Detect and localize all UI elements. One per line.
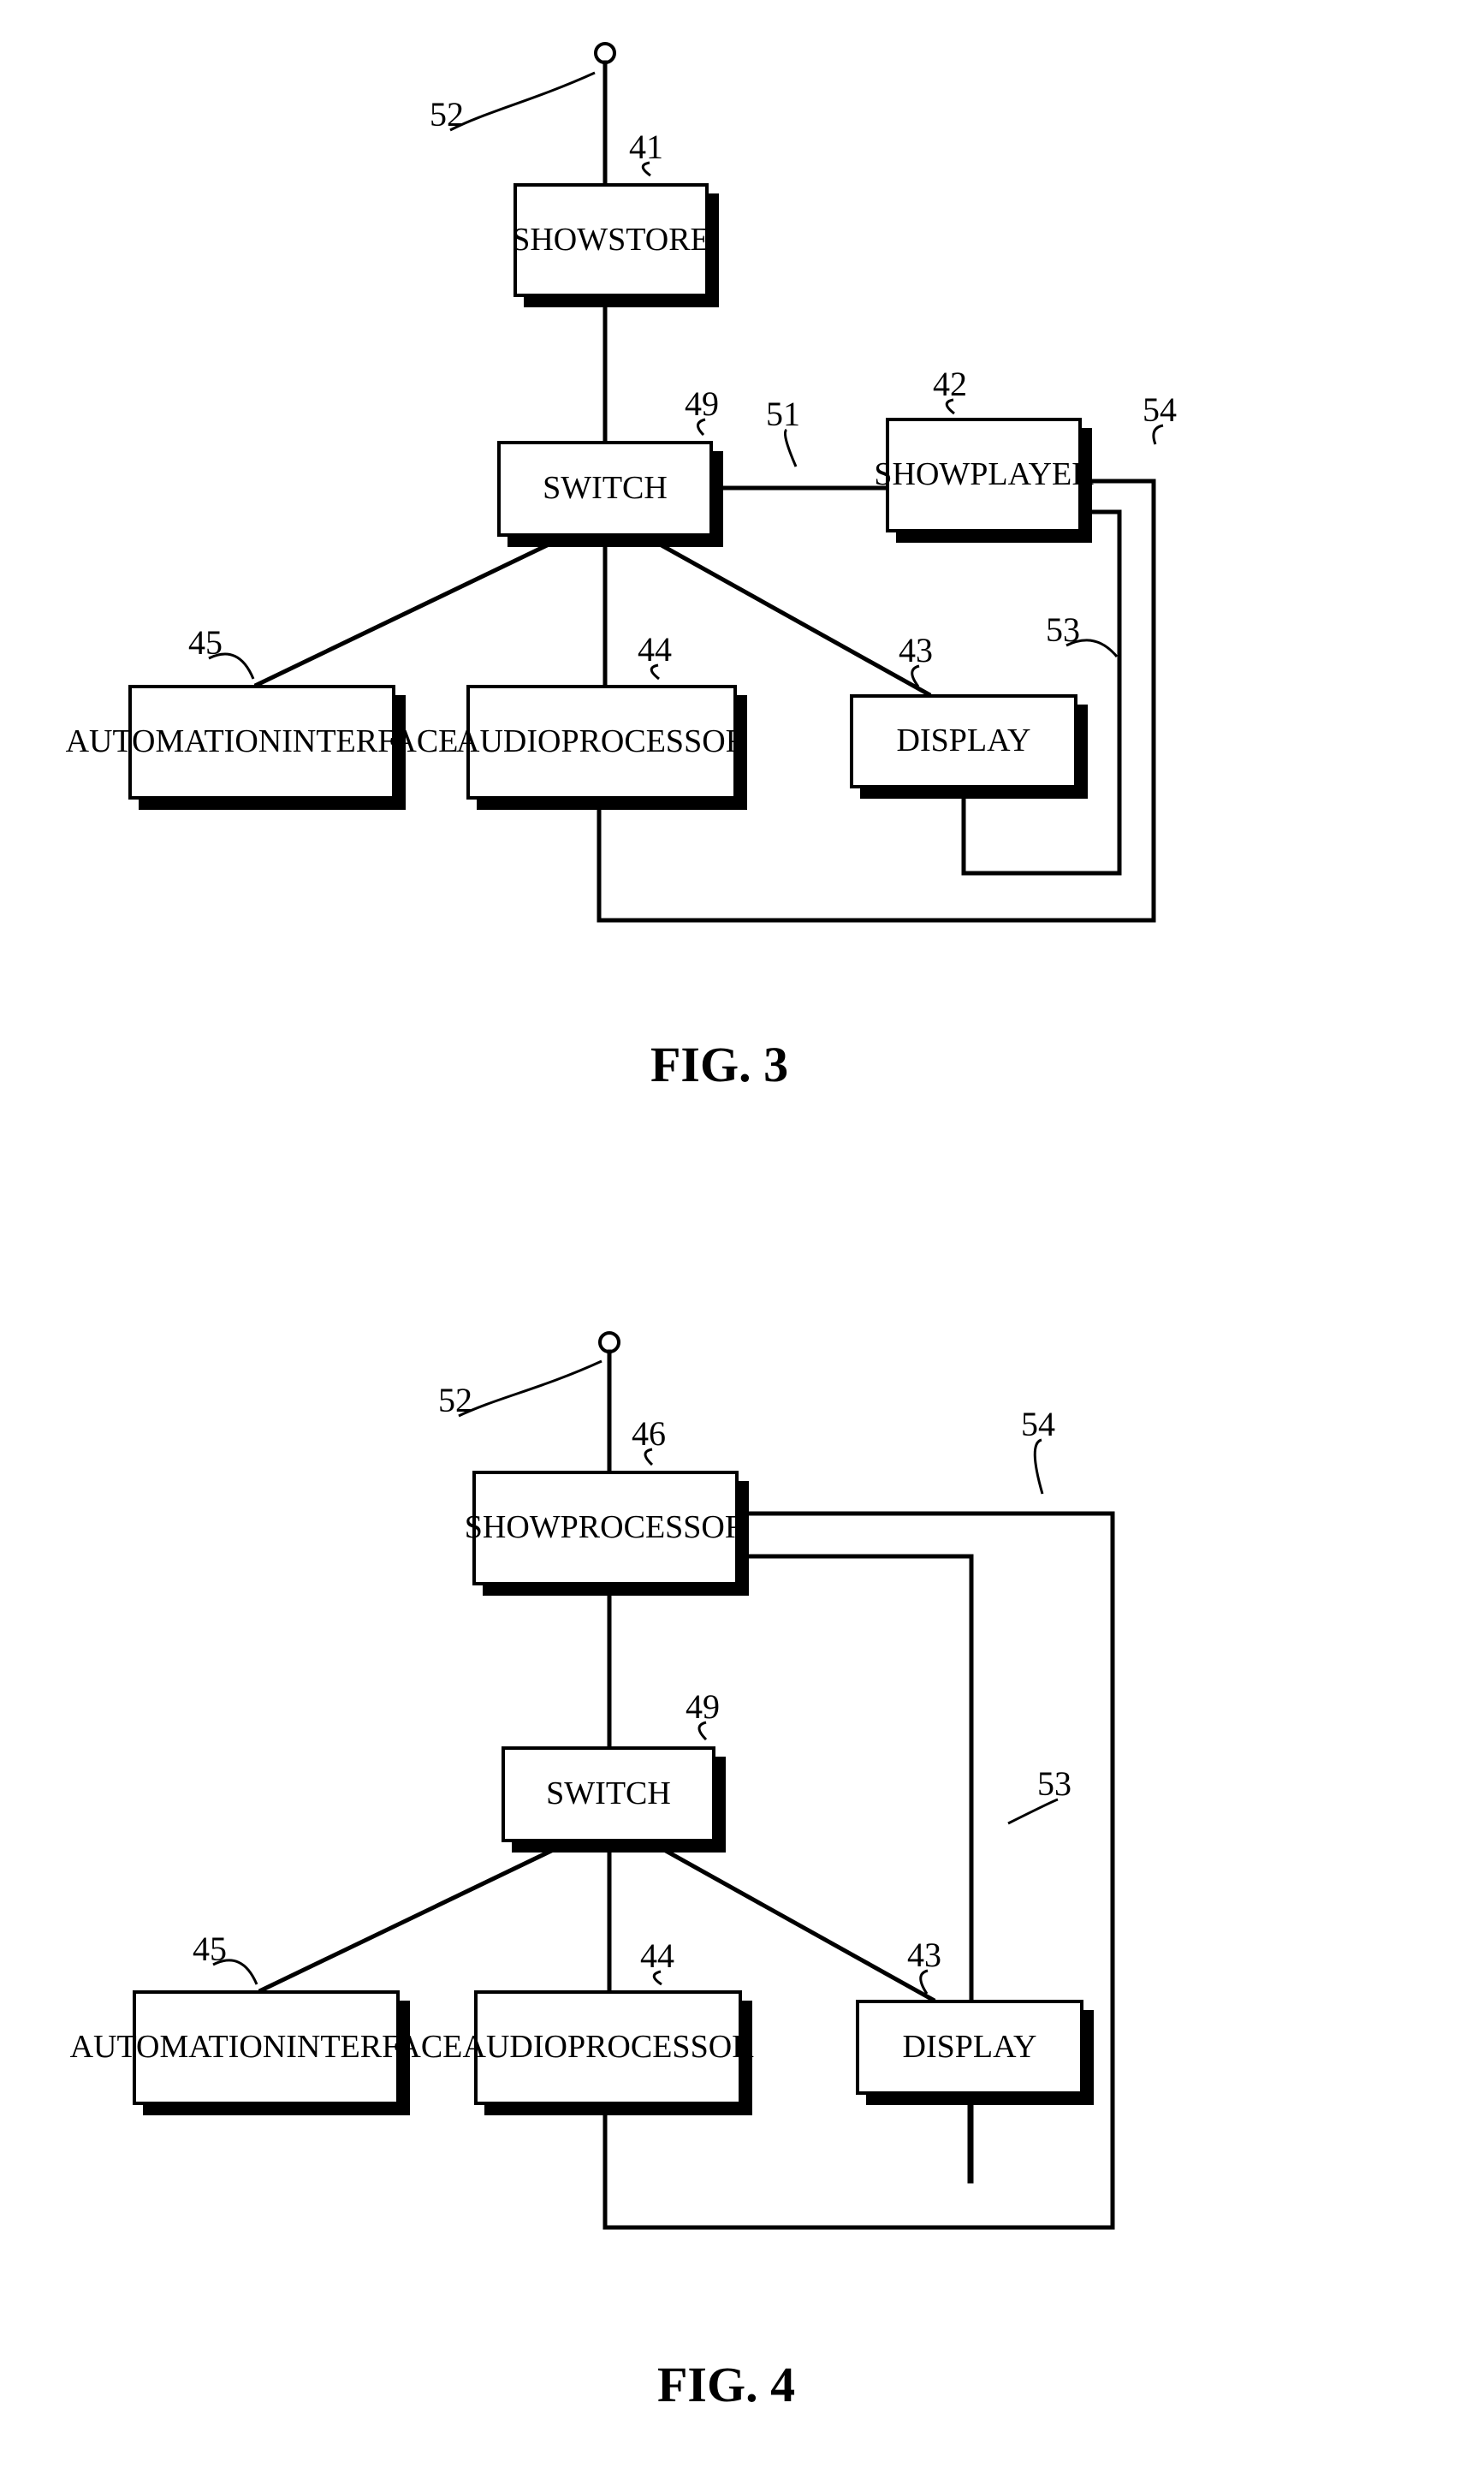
fig3-ref-42: 42 bbox=[933, 364, 967, 404]
fig3-ref-45: 45 bbox=[188, 622, 223, 663]
fig3-ref-52: 52 bbox=[430, 94, 464, 134]
fig4-title: FIG. 4 bbox=[657, 2356, 795, 2413]
fig4-ref-49: 49 bbox=[686, 1686, 720, 1727]
fig4-ref-45: 45 bbox=[193, 1929, 227, 1969]
fig3-ref-44: 44 bbox=[638, 629, 672, 669]
fig3-ref-41: 41 bbox=[629, 127, 663, 167]
fig4-ref-46: 46 bbox=[632, 1413, 666, 1454]
lead-lines bbox=[0, 0, 1484, 2480]
fig4-ref-53: 53 bbox=[1037, 1763, 1071, 1804]
fig4-ref-43: 43 bbox=[907, 1935, 941, 1975]
fig3-title: FIG. 3 bbox=[650, 1036, 788, 1093]
fig4-ref-44: 44 bbox=[640, 1936, 674, 1976]
fig3-ref-54: 54 bbox=[1143, 390, 1177, 430]
fig4-ref-52: 52 bbox=[438, 1380, 472, 1420]
fig4-ref-54: 54 bbox=[1021, 1404, 1055, 1444]
fig3-ref-53: 53 bbox=[1046, 610, 1080, 650]
fig3-ref-51: 51 bbox=[766, 394, 800, 434]
fig3-ref-43: 43 bbox=[899, 630, 933, 670]
fig3-ref-49: 49 bbox=[685, 384, 719, 424]
